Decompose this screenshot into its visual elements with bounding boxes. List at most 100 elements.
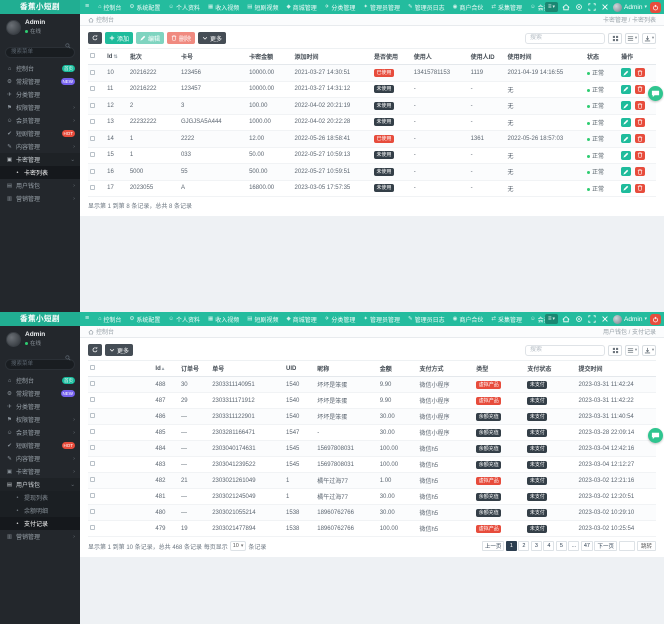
sidebar-item[interactable]: ✈ 分类管理	[0, 88, 80, 101]
sidebar-item[interactable]: ✔ 短剧管理 HOT	[0, 127, 80, 140]
admin-menu[interactable]: Admin ▾	[613, 314, 647, 324]
breadcrumb-home[interactable]: 控制台	[96, 18, 115, 24]
delete-button[interactable]	[634, 150, 645, 160]
page-button[interactable]: 2	[518, 541, 530, 551]
edit-button[interactable]	[621, 134, 632, 143]
sidebar-item[interactable]: ✎ 内容管理 ›	[0, 140, 80, 153]
topnav-item[interactable]: ◉ 商户合伙	[449, 0, 488, 14]
column-header[interactable]: 卡密金额	[247, 48, 293, 65]
edit-button[interactable]	[621, 150, 632, 160]
edit-button[interactable]	[621, 68, 632, 77]
page-jump-input[interactable]	[618, 541, 635, 551]
sidebar-item[interactable]: ☺ 会员管理 ›	[0, 114, 80, 127]
support-float-button[interactable]	[648, 428, 663, 443]
toggle-view-button[interactable]	[608, 32, 622, 44]
row-checkbox[interactable]	[90, 413, 95, 419]
column-header[interactable]: 类型	[474, 360, 526, 377]
column-header[interactable]: UID	[284, 360, 316, 377]
table-search-input[interactable]	[525, 32, 605, 44]
table-row[interactable]: 479 19 2303021477894 1538 18960762766 10…	[88, 520, 656, 537]
fullscreen-icon[interactable]	[587, 314, 597, 324]
table-row[interactable]: 483 — 2303041239522 1545 15697808031 100…	[88, 456, 656, 473]
page-button[interactable]: 5	[555, 541, 567, 551]
logout-power-icon[interactable]	[650, 1, 661, 13]
topnav-item[interactable]: ✈ 分类管理	[321, 0, 360, 14]
topnav-item[interactable]: ☺会员管理	[526, 0, 545, 14]
sidebar-item[interactable]: ✈ 分类管理	[0, 400, 80, 413]
sidebar-item[interactable]: ▣ 卡密管理 ⌄	[0, 153, 80, 166]
home-icon[interactable]	[561, 314, 571, 324]
sidebar-item[interactable]: ⚑ 权限管理 ›	[0, 101, 80, 114]
topnav-item[interactable]: ✎ 管理员日志	[404, 312, 449, 326]
admin-menu[interactable]: Admin ▾	[613, 2, 647, 12]
table-row[interactable]: 14 1 2222 12.00 2022-05-26 18:58:41 已使用 …	[88, 130, 656, 148]
page-button[interactable]: 上一页	[481, 541, 505, 551]
home-icon[interactable]	[561, 2, 571, 12]
delete-button[interactable]	[634, 68, 645, 77]
table-row[interactable]: 487 29 2303311171912 1540 坏坏是笨蛋 9.90 微信小…	[88, 392, 656, 409]
delete-button[interactable]	[634, 183, 645, 193]
row-checkbox[interactable]	[90, 509, 95, 515]
table-row[interactable]: 16 5000 55 500.00 2022-05-27 10:59:51 未使…	[88, 163, 656, 181]
column-header[interactable]: 支付状态	[525, 360, 577, 377]
page-button[interactable]: 47	[580, 541, 593, 551]
column-header[interactable]: 使用人ID	[468, 48, 506, 65]
topnav-item[interactable]: ▦ 收入视频	[204, 312, 243, 326]
sidebar-search-input[interactable]	[5, 358, 75, 370]
page-button[interactable]: 1	[505, 541, 517, 551]
column-header[interactable]: 批次	[127, 48, 179, 65]
row-checkbox[interactable]	[90, 69, 95, 75]
row-checkbox[interactable]	[90, 477, 95, 483]
topnav-item[interactable]: ⌂ 控制台	[94, 312, 125, 326]
edit-button[interactable]	[621, 183, 632, 193]
page-button[interactable]: 3	[530, 541, 542, 551]
edit-button[interactable]	[621, 101, 632, 110]
table-row[interactable]: 17 2023055 A 16800.00 2023-03-05 17:57:3…	[88, 180, 656, 197]
per-page-select[interactable]: 10 ▾	[229, 541, 247, 551]
delete-button[interactable]: 删除	[167, 32, 196, 44]
table-row[interactable]: 10 20216222 123456 10000.00 2021-03-27 1…	[88, 64, 656, 82]
column-header[interactable]: 订单号	[178, 360, 211, 377]
sidebar-item[interactable]: ✔ 短剧管理 HOT	[0, 439, 80, 452]
row-checkbox[interactable]	[90, 381, 95, 387]
row-checkbox[interactable]	[90, 152, 95, 158]
select-all-checkbox[interactable]	[90, 365, 95, 371]
delete-button[interactable]	[634, 134, 645, 143]
export-dropdown-button[interactable]: ▾	[642, 344, 656, 356]
table-row[interactable]: 13 22232222 GJGJSA5A444 1000.00 2022-04-…	[88, 114, 656, 131]
topnav-item[interactable]: ⇄ 采集管理	[487, 0, 526, 14]
user-panel[interactable]: Admin 在线	[0, 14, 80, 38]
table-row[interactable]: 11 20216222 123457 10000.00 2021-03-27 1…	[88, 81, 656, 98]
page-button[interactable]: 下一页	[594, 541, 617, 551]
toggle-view-button[interactable]	[608, 344, 622, 356]
table-row[interactable]: 482 21 2303021261049 1 橘午过海77 1.00 微信h5 …	[88, 472, 656, 489]
close-icon[interactable]	[600, 2, 610, 12]
table-row[interactable]: 485 — 2303281166471 1547 - 30.00 微信小程序 余…	[88, 424, 656, 441]
brand-logo[interactable]: 香蕉小短剧	[0, 312, 80, 326]
sidebar-item[interactable]: • 支付记录	[0, 517, 80, 530]
sidebar-item[interactable]: ☺ 会员管理 ›	[0, 426, 80, 439]
topnav-item[interactable]: ✦ 管理员管理	[359, 0, 404, 14]
topnav-item[interactable]: ▦ 收入视频	[204, 0, 243, 14]
logout-power-icon[interactable]	[650, 313, 661, 325]
topnav-overflow-button[interactable]: ≡ ▾	[545, 314, 559, 324]
export-dropdown-button[interactable]: ▾	[642, 32, 656, 44]
topnav-item[interactable]: ☺ 个人资料	[164, 312, 204, 326]
more-button[interactable]: 更多	[198, 32, 227, 44]
support-float-button[interactable]	[648, 86, 663, 101]
sidebar-item[interactable]: ⚙ 常规管理 NEW	[0, 387, 80, 400]
topnav-item[interactable]: ☺ 个人资料	[164, 0, 204, 14]
sidebar-item[interactable]: ▥ 营销管理 ›	[0, 192, 80, 205]
sidebar-item[interactable]: ▥ 营销管理 ›	[0, 530, 80, 543]
topnav-item[interactable]: ✎ 管理员日志	[404, 0, 449, 14]
refresh-button[interactable]	[88, 344, 102, 356]
column-header[interactable]: 是否使用	[372, 48, 412, 65]
sidebar-item[interactable]: • 卡密列表	[0, 166, 80, 179]
breadcrumb-home[interactable]: 控制台	[96, 330, 115, 336]
close-icon[interactable]	[600, 314, 610, 324]
table-row[interactable]: 480 — 2303021055214 1538 18960762766 30.…	[88, 504, 656, 521]
sidebar-item[interactable]: ⌂ 控制台 首页	[0, 62, 80, 75]
column-header[interactable]: 单号	[210, 360, 285, 377]
edit-button[interactable]: 编辑	[136, 32, 165, 44]
columns-dropdown-button[interactable]: ▾	[625, 32, 639, 44]
